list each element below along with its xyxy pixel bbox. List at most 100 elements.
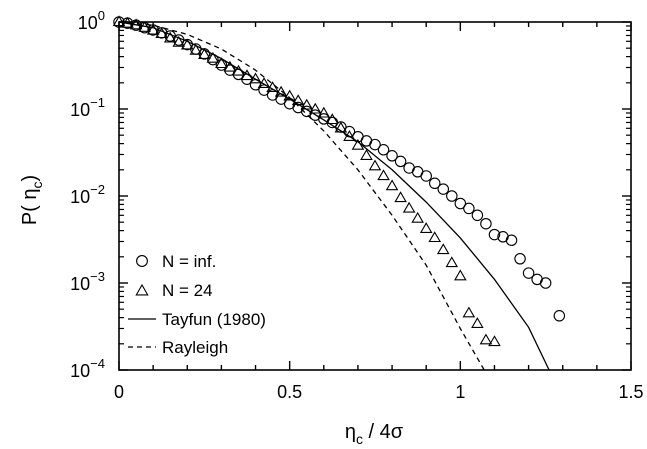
circle-marker <box>505 234 518 247</box>
circle-marker <box>522 267 535 279</box>
circle-marker <box>480 217 492 230</box>
triangle-marker <box>215 57 228 69</box>
triangle-marker <box>436 243 450 255</box>
rayleigh-line <box>118 21 485 371</box>
triangle-marker <box>257 77 271 88</box>
triangle-marker <box>163 31 177 43</box>
triangle-marker <box>291 94 305 106</box>
triangle-marker <box>146 23 160 35</box>
triangle-marker <box>462 306 476 318</box>
triangle-marker <box>334 121 348 133</box>
circle-marker <box>369 138 381 151</box>
series-markers <box>112 15 566 347</box>
triangle-marker <box>112 15 126 27</box>
y-tick-label: 10−1 <box>70 95 105 120</box>
circle-marker <box>454 197 467 210</box>
triangle-marker <box>121 16 134 28</box>
legend-label: Rayleigh <box>162 338 228 357</box>
x-axis-title-main: η <box>345 421 356 443</box>
circle-marker <box>446 190 458 202</box>
x-tick-label: 1.5 <box>618 382 643 402</box>
triangle-marker <box>198 48 211 59</box>
triangle-marker <box>138 20 151 32</box>
y-axis-title-post: ) <box>19 175 41 182</box>
triangle-marker <box>206 51 220 63</box>
triangle-marker <box>343 129 356 141</box>
triangle-marker <box>445 256 459 268</box>
triangle-marker <box>317 106 331 118</box>
triangle-marker <box>479 333 493 345</box>
circle-marker <box>514 252 526 265</box>
circle-marker <box>428 177 441 190</box>
triangle-marker <box>368 159 382 171</box>
circle-marker <box>386 150 398 162</box>
circle-marker <box>258 84 270 96</box>
y-axis-title: P( ηc) <box>19 175 45 225</box>
triangle-marker <box>223 60 237 72</box>
legend-label: N = 24 <box>162 281 213 300</box>
x-tick-label: 1 <box>455 382 465 402</box>
triangle-marker <box>274 85 288 97</box>
triangle-marker <box>471 317 484 328</box>
circle-marker <box>377 144 390 156</box>
circle-marker <box>553 310 566 322</box>
triangle-marker <box>249 72 262 84</box>
legend-circle-icon <box>136 255 148 267</box>
y-tick-label: 10−3 <box>70 269 105 294</box>
x-axis-title-sub: c <box>356 431 363 447</box>
y-tick-base: 10 <box>70 361 90 381</box>
x-tick-label: 0 <box>114 382 124 402</box>
triangle-marker <box>402 201 416 213</box>
y-axis-title-sub: c <box>29 181 45 188</box>
legend-triangle-icon <box>135 283 149 296</box>
circle-marker <box>394 155 407 168</box>
y-axis-title-pre: P( η <box>19 188 41 225</box>
y-tick-label: 10−4 <box>70 356 105 381</box>
triangle-marker <box>308 102 322 114</box>
y-tick-exponent: −3 <box>90 269 105 284</box>
triangle-marker <box>411 211 424 223</box>
y-tick-exponent: −2 <box>90 182 105 197</box>
triangle-marker <box>351 138 365 150</box>
circle-marker <box>437 183 450 195</box>
y-tick-base: 10 <box>70 187 90 207</box>
y-tick-label: 10−2 <box>70 182 105 207</box>
triangle-marker <box>377 169 390 181</box>
x-axis-title: ηc / 4σ <box>345 421 404 447</box>
triangle-marker <box>419 222 433 233</box>
triangle-marker <box>240 69 254 81</box>
circle-marker <box>207 53 219 66</box>
triangle-marker <box>129 18 143 30</box>
circle-marker <box>471 209 484 222</box>
y-tick-exponent: 0 <box>98 8 105 23</box>
triangle-marker <box>428 231 442 243</box>
triangle-marker <box>189 43 203 55</box>
circle-marker <box>420 170 432 182</box>
triangle-marker <box>300 98 314 110</box>
triangle-marker <box>394 191 407 203</box>
legend-label: Tayfun (1980) <box>162 310 266 329</box>
triangle-marker <box>283 89 296 101</box>
triangle-marker <box>266 81 279 93</box>
y-tick-base: 10 <box>78 13 98 33</box>
y-tick-label: 100 <box>78 8 105 33</box>
triangle-marker <box>360 149 373 160</box>
plot-frame-group <box>118 21 632 371</box>
circle-marker <box>539 277 552 289</box>
x-tick-label: 0.5 <box>277 382 302 402</box>
legend: N = inf. N = 24 Tayfun (1980) Rayleigh <box>128 252 266 357</box>
circle-marker <box>215 59 228 71</box>
triangle-marker <box>180 38 194 50</box>
triangle-marker <box>385 179 399 191</box>
y-tick-base: 10 <box>70 100 90 120</box>
x-tick-labels: 0 0.5 1 1.5 <box>114 382 644 402</box>
triangle-marker <box>454 269 467 281</box>
triangle-marker <box>488 335 501 347</box>
legend-label: N = inf. <box>162 252 216 271</box>
y-tick-base: 10 <box>70 274 90 294</box>
triangle-marker <box>155 27 168 39</box>
triangle-marker <box>232 64 245 76</box>
triangle-marker <box>172 35 186 47</box>
